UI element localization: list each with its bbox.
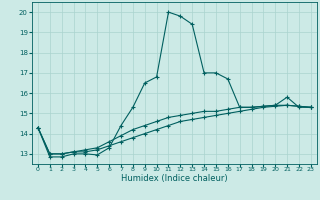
X-axis label: Humidex (Indice chaleur): Humidex (Indice chaleur) (121, 174, 228, 183)
